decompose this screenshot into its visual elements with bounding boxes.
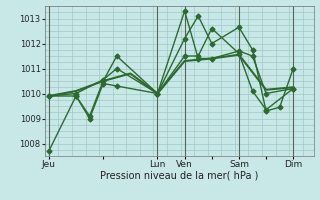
X-axis label: Pression niveau de la mer( hPa ): Pression niveau de la mer( hPa ) [100, 171, 258, 181]
